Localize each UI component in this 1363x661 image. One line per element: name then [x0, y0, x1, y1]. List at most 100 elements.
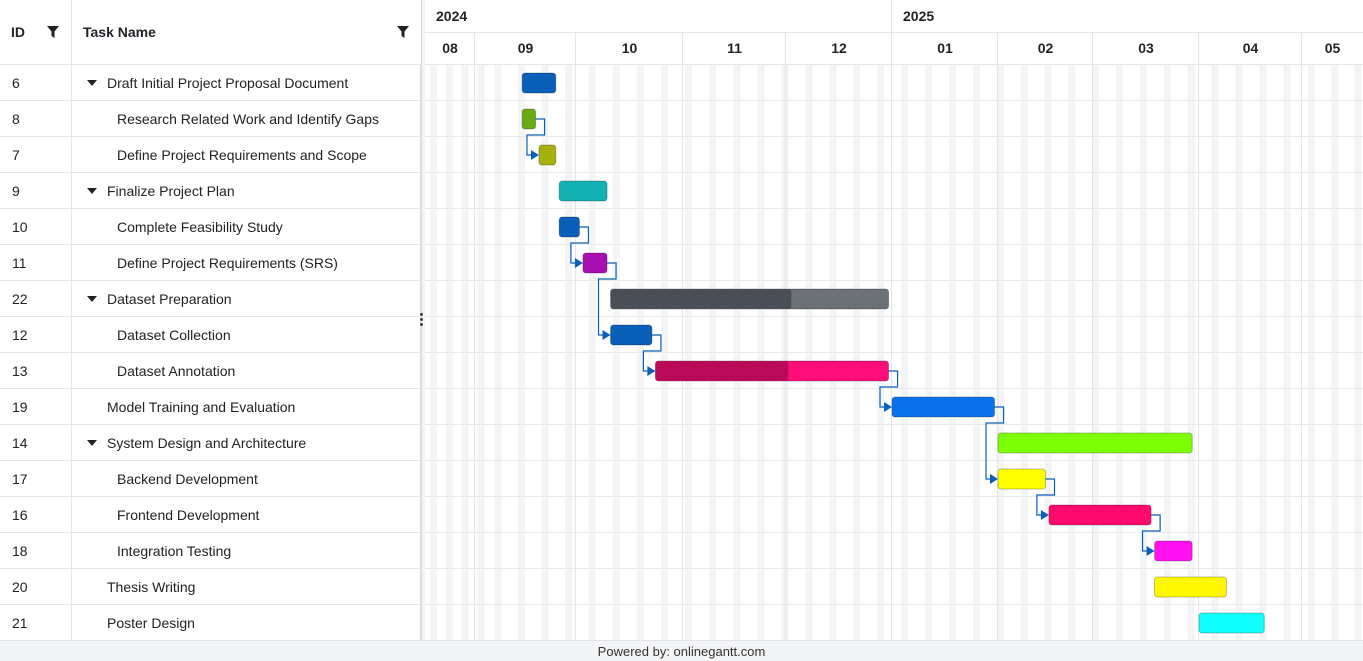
splitter-handle-icon[interactable]: [420, 313, 424, 327]
id-cell: 9: [0, 173, 72, 208]
task-name: Complete Feasibility Study: [117, 219, 283, 235]
task-bar[interactable]: [610, 324, 653, 346]
task-name: Frontend Development: [117, 507, 260, 523]
collapse-caret-icon[interactable]: [87, 188, 97, 194]
task-id: 19: [12, 399, 28, 415]
dependency-arrow-icon: [530, 150, 539, 160]
task-name: Poster Design: [107, 615, 195, 631]
month-label: 09: [518, 40, 534, 56]
task-bar[interactable]: [521, 72, 557, 94]
dependency-link: [879, 370, 899, 408]
month-label: 02: [1038, 40, 1054, 56]
task-row[interactable]: 20 Thesis Writing: [0, 569, 421, 605]
task-name: Integration Testing: [117, 543, 232, 559]
task-bar[interactable]: [1154, 540, 1193, 562]
id-cell: 13: [0, 353, 72, 388]
task-row[interactable]: 10 Complete Feasibility Study: [0, 209, 421, 245]
id-cell: 12: [0, 317, 72, 352]
task-name: Define Project Requirements and Scope: [117, 147, 367, 163]
id-cell: 7: [0, 137, 72, 172]
collapse-caret-icon[interactable]: [87, 80, 97, 86]
id-cell: 22: [0, 281, 72, 316]
task-row[interactable]: 7 Define Project Requirements and Scope: [0, 137, 421, 173]
month-label: 10: [622, 40, 638, 56]
dependency-arrow-icon: [602, 330, 611, 340]
id-header-label: ID: [11, 24, 25, 40]
task-row[interactable]: 21 Poster Design: [0, 605, 421, 641]
task-bar[interactable]: [582, 252, 608, 274]
id-cell: 14: [0, 425, 72, 460]
dependency-link: [526, 118, 546, 156]
gantt-timeline: 08 09 10 11 12 01 02 03 04 05 2024 2025: [425, 0, 1363, 640]
powered-by-text: Powered by: onlinegantt.com: [597, 644, 766, 659]
task-id: 8: [12, 111, 20, 127]
task-bar-progress: [655, 361, 789, 381]
task-name: Define Project Requirements (SRS): [117, 255, 338, 271]
dependency-link: [597, 262, 617, 336]
collapse-caret-icon[interactable]: [87, 296, 97, 302]
task-name-column-header[interactable]: Task Name: [72, 0, 421, 65]
task-bar[interactable]: [891, 396, 996, 418]
id-cell: 19: [0, 389, 72, 424]
task-bar[interactable]: [1154, 576, 1227, 598]
dependency-link: [985, 406, 1005, 480]
task-id: 12: [12, 327, 28, 343]
task-name: Dataset Collection: [117, 327, 231, 343]
id-cell: 16: [0, 497, 72, 532]
month-label: 08: [442, 40, 458, 56]
filter-icon[interactable]: [46, 25, 60, 39]
task-row[interactable]: 8 Research Related Work and Identify Gaps: [0, 101, 421, 137]
task-grid: ID Task Name 6 Draft Initial Project Prop…: [0, 0, 421, 641]
dependency-arrow-icon: [1146, 546, 1155, 556]
month-label: 01: [937, 40, 953, 56]
task-row[interactable]: 6 Draft Initial Project Proposal Document: [0, 65, 421, 101]
month-label: 05: [1325, 40, 1341, 56]
task-id: 18: [12, 543, 28, 559]
task-row[interactable]: 17 Backend Development: [0, 461, 421, 497]
dependency-arrow-icon: [647, 366, 656, 376]
task-bar[interactable]: [1048, 504, 1152, 526]
task-bar[interactable]: [521, 108, 537, 130]
task-id: 17: [12, 471, 28, 487]
task-name: System Design and Architecture: [107, 435, 307, 451]
year-label: 2024: [436, 8, 467, 24]
task-id: 21: [12, 615, 28, 631]
task-row[interactable]: 19 Model Training and Evaluation: [0, 389, 421, 425]
task-id: 16: [12, 507, 28, 523]
task-name: Dataset Preparation: [107, 291, 232, 307]
task-row[interactable]: 12 Dataset Collection: [0, 317, 421, 353]
task-id: 14: [12, 435, 28, 451]
task-row[interactable]: 9 Finalize Project Plan: [0, 173, 421, 209]
dependency-link: [570, 226, 590, 264]
id-cell: 11: [0, 245, 72, 280]
id-column-header[interactable]: ID: [0, 0, 72, 65]
task-bar[interactable]: [997, 432, 1193, 454]
filter-icon[interactable]: [396, 25, 410, 39]
task-bar[interactable]: [997, 468, 1046, 490]
task-row[interactable]: 13 Dataset Annotation: [0, 353, 421, 389]
dependency-arrow-icon: [574, 258, 583, 268]
task-bar[interactable]: [538, 144, 557, 166]
task-row[interactable]: 14 System Design and Architecture: [0, 425, 421, 461]
dependency-arrow-icon: [1040, 510, 1049, 520]
task-row[interactable]: 22 Dataset Preparation: [0, 281, 421, 317]
id-cell: 21: [0, 605, 72, 640]
grid-header: ID Task Name: [0, 0, 421, 65]
collapse-caret-icon[interactable]: [87, 440, 97, 446]
task-name: Finalize Project Plan: [107, 183, 235, 199]
task-bar[interactable]: [1198, 612, 1265, 634]
task-bar[interactable]: [558, 180, 608, 202]
id-cell: 18: [0, 533, 72, 568]
footer: Powered by: onlinegantt.com: [0, 640, 1363, 661]
task-bar[interactable]: [558, 216, 580, 238]
task-id: 7: [12, 147, 20, 163]
task-id: 10: [12, 219, 28, 235]
task-row[interactable]: 16 Frontend Development: [0, 497, 421, 533]
task-row[interactable]: 18 Integration Testing: [0, 533, 421, 569]
dependency-arrow-icon: [990, 474, 998, 484]
task-id: 13: [12, 363, 28, 379]
task-bar-progress: [610, 289, 792, 309]
year-label: 2025: [903, 8, 934, 24]
task-row[interactable]: 11 Define Project Requirements (SRS): [0, 245, 421, 281]
dependency-link: [1141, 514, 1161, 552]
